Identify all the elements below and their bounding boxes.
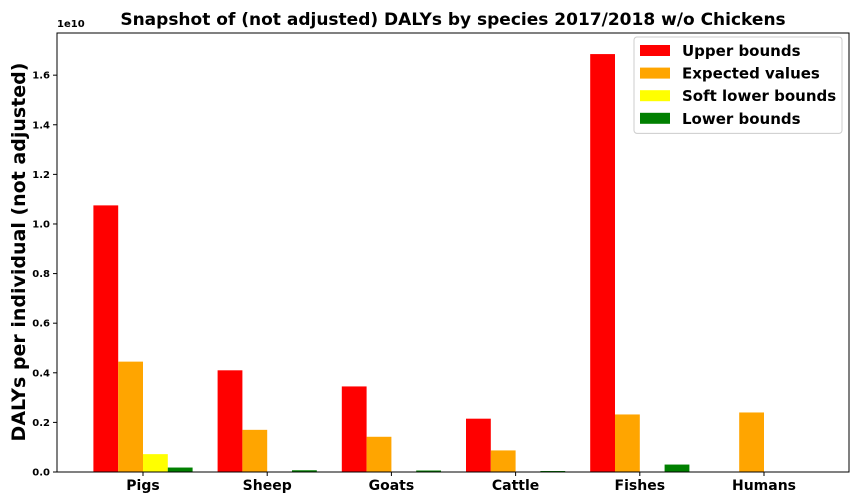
y-tick-label: 1.0 xyxy=(32,219,50,230)
legend-box xyxy=(633,36,843,134)
bar-lower-bounds-fishes xyxy=(664,464,690,472)
legend-swatch xyxy=(640,45,670,56)
x-tick-label: Fishes xyxy=(615,478,666,494)
x-tick-label: Pigs xyxy=(126,478,159,494)
bar-upper-bounds-goats xyxy=(341,386,367,472)
legend-swatch xyxy=(640,67,670,79)
bar-soft-lower-bounds-pigs xyxy=(143,454,168,472)
bar-expected-values-humans xyxy=(739,412,764,472)
y-ticks-group: 0.0 0.2 0.4 0.6 0.8 1.0 1.2 1.4 1.6 xyxy=(32,71,57,479)
legend-swatch xyxy=(640,112,670,124)
y-tick-label: 0.8 xyxy=(32,269,50,280)
legend: Upper bounds Expected values Soft lower bo… xyxy=(633,36,843,134)
plot-frame xyxy=(56,32,850,473)
x-tick-label: Cattle xyxy=(492,478,539,494)
x-tick-label: Humans xyxy=(732,478,796,494)
x-ticks-group: Pigs Sheep Goats Cattle Fishes Humans xyxy=(126,472,796,494)
chart-title: Snapshot of (not adjusted) DALYs by spec… xyxy=(120,10,785,30)
legend-swatch xyxy=(640,90,670,102)
bar-upper-bounds-pigs xyxy=(93,205,119,472)
legend-label: Soft lower bounds xyxy=(682,87,836,105)
y-tick-label: 1.6 xyxy=(32,71,50,82)
y-tick-label: 0.6 xyxy=(32,319,50,330)
bar-expected-values-fishes xyxy=(615,414,640,472)
legend-label: Upper bounds xyxy=(682,42,801,60)
x-tick-label: Goats xyxy=(369,478,415,494)
bar-expected-values-sheep xyxy=(242,429,268,472)
x-tick-label: Sheep xyxy=(243,478,292,494)
bar-upper-bounds-cattle xyxy=(466,418,491,472)
legend-label: Expected values xyxy=(682,65,820,83)
bar-upper-bounds-sheep xyxy=(217,370,243,472)
bar-lower-bounds-pigs xyxy=(167,467,193,472)
bar-lower-bounds-sheep xyxy=(292,470,317,472)
y-tick-label: 0.0 xyxy=(32,468,50,479)
bar-lower-bounds-goats xyxy=(416,470,441,472)
bars-group xyxy=(93,54,764,472)
y-axis-offset-label: 1e10 xyxy=(57,19,85,30)
y-axis-label: DALYs per individual (not adjusted) xyxy=(8,63,30,442)
bar-expected-values-cattle xyxy=(490,450,516,472)
y-tick-label: 0.4 xyxy=(32,368,50,379)
y-tick-label: 0.2 xyxy=(32,418,50,429)
bar-upper-bounds-fishes xyxy=(590,54,615,472)
bar-expected-values-goats xyxy=(366,436,392,472)
legend-label: Lower bounds xyxy=(682,110,801,128)
bar-expected-values-pigs xyxy=(118,361,143,472)
y-tick-label: 1.2 xyxy=(32,170,50,181)
y-tick-label: 1.4 xyxy=(32,120,50,131)
